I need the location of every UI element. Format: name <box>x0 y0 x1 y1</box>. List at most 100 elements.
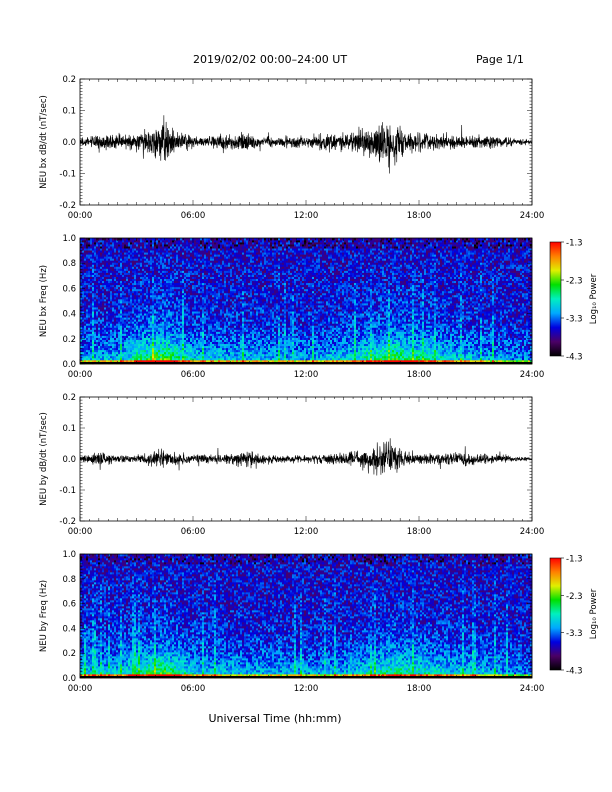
heatmap-cell <box>100 242 102 244</box>
heatmap-cell <box>86 248 88 250</box>
heatmap-cell <box>88 275 90 277</box>
heatmap-cell <box>114 360 116 362</box>
heatmap-cell <box>118 252 120 254</box>
heatmap-cell <box>92 264 94 266</box>
heatmap-cell <box>102 325 104 327</box>
heatmap-cell <box>88 250 90 252</box>
heatmap-cell <box>104 275 106 277</box>
heatmap-cell <box>114 273 116 275</box>
heatmap-cell <box>110 317 112 319</box>
heatmap-cell <box>110 329 112 331</box>
heatmap-cell <box>84 268 86 270</box>
heatmap-cell <box>98 266 100 268</box>
heatmap-cell <box>124 279 126 281</box>
heatmap-cell <box>96 309 98 311</box>
heatmap-cell <box>118 307 120 309</box>
heatmap-cell <box>108 289 110 291</box>
heatmap-cell <box>112 262 114 264</box>
heatmap-cell <box>122 297 124 299</box>
heatmap-cell <box>92 256 94 258</box>
heatmap-cell <box>118 315 120 317</box>
heatmap-cell <box>124 315 126 317</box>
heatmap-cell <box>124 336 126 338</box>
heatmap-cell <box>90 264 92 266</box>
heatmap-cell <box>116 301 118 303</box>
heatmap-cell <box>120 352 122 354</box>
heatmap-cell <box>82 360 84 362</box>
heatmap-cell <box>88 277 90 279</box>
heatmap-cell <box>110 252 112 254</box>
heatmap-cell <box>92 266 94 268</box>
heatmap-cell <box>106 277 108 279</box>
heatmap-cell <box>110 287 112 289</box>
heatmap-cell <box>108 331 110 333</box>
heatmap-cell <box>114 264 116 266</box>
heatmap-cell <box>106 303 108 305</box>
heatmap-cell <box>100 329 102 331</box>
heatmap-cell <box>86 277 88 279</box>
heatmap-cell <box>112 309 114 311</box>
heatmap-cell <box>108 315 110 317</box>
heatmap-cell <box>90 342 92 344</box>
heatmap-cell <box>122 277 124 279</box>
heatmap-cell <box>98 301 100 303</box>
heatmap-cell <box>86 264 88 266</box>
heatmap-cell <box>84 299 86 301</box>
heatmap-cell <box>98 242 100 244</box>
heatmap-cell <box>124 350 126 352</box>
heatmap-cell <box>104 277 106 279</box>
heatmap-cell <box>114 242 116 244</box>
heatmap-cell <box>104 242 106 244</box>
heatmap-cell <box>116 299 118 301</box>
heatmap-cell <box>108 313 110 315</box>
heatmap-cell <box>124 348 126 350</box>
heatmap-cell <box>96 305 98 307</box>
heatmap-cell <box>116 317 118 319</box>
heatmap-cell <box>108 250 110 252</box>
heatmap-cell <box>126 350 128 352</box>
heatmap-cell <box>100 289 102 291</box>
heatmap-cell <box>112 258 114 260</box>
heatmap-cell <box>86 281 88 283</box>
heatmap-cell <box>114 277 116 279</box>
heatmap-cell <box>84 350 86 352</box>
heatmap-cell <box>108 240 110 242</box>
heatmap-cell <box>92 252 94 254</box>
heatmap-cell <box>98 354 100 356</box>
heatmap-cell <box>88 299 90 301</box>
heatmap-cell <box>106 240 108 242</box>
heatmap-cell <box>102 273 104 275</box>
heatmap-cell <box>104 293 106 295</box>
heatmap-cell <box>102 256 104 258</box>
heatmap-cell <box>104 358 106 360</box>
heatmap-cell <box>116 248 118 250</box>
heatmap-cell <box>122 244 124 246</box>
heatmap-cell <box>88 313 90 315</box>
heatmap-cell <box>96 356 98 358</box>
heatmap-cell <box>118 323 120 325</box>
heatmap-cell <box>82 301 84 303</box>
heatmap-cell <box>96 297 98 299</box>
heatmap-cell <box>124 295 126 297</box>
heatmap-cell <box>92 317 94 319</box>
heatmap-cell <box>84 360 86 362</box>
heatmap-cell <box>98 244 100 246</box>
heatmap-cell <box>108 311 110 313</box>
heatmap-cell <box>104 256 106 258</box>
heatmap-cell <box>90 299 92 301</box>
heatmap-cell <box>110 262 112 264</box>
heatmap-cell <box>120 340 122 342</box>
heatmap-cell <box>90 258 92 260</box>
heatmap-cell <box>114 287 116 289</box>
heatmap-cell <box>102 344 104 346</box>
heatmap-cell <box>120 327 122 329</box>
heatmap-cell <box>118 344 120 346</box>
heatmap-cell <box>104 319 106 321</box>
heatmap-cell <box>82 350 84 352</box>
heatmap-cell <box>102 244 104 246</box>
heatmap-cell <box>124 352 126 354</box>
heatmap-cell <box>106 252 108 254</box>
heatmap-cell <box>96 287 98 289</box>
heatmap-cell <box>116 291 118 293</box>
heatmap-cell <box>88 356 90 358</box>
